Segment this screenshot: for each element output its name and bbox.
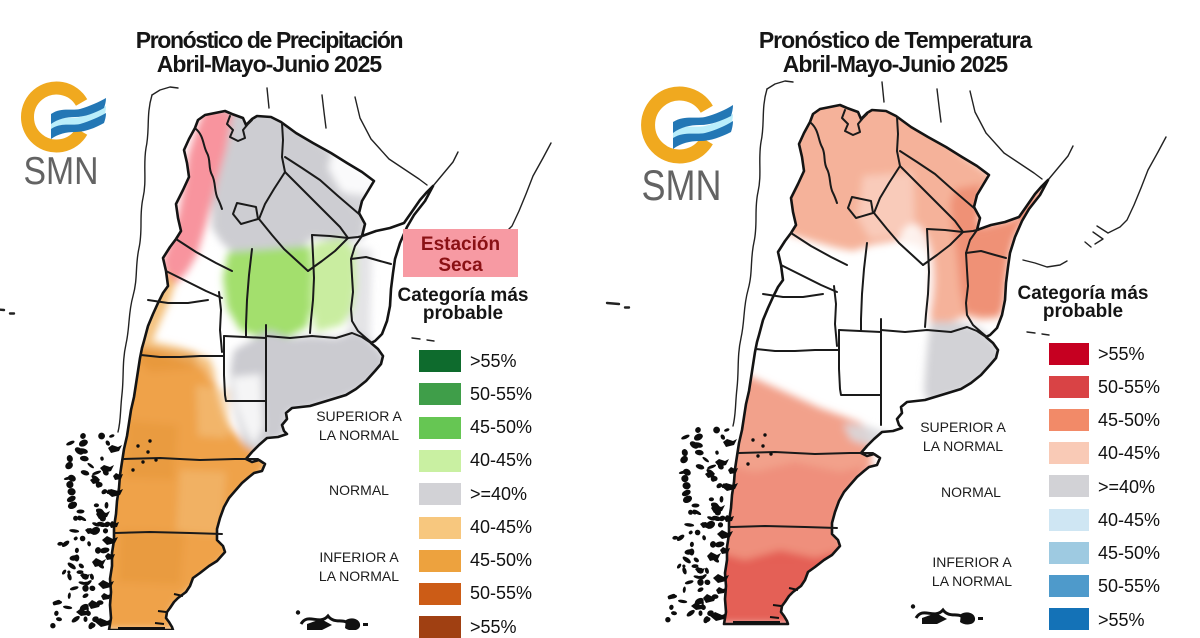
svg-text:SMN: SMN bbox=[24, 150, 99, 193]
svg-text:SMN: SMN bbox=[642, 162, 722, 206]
